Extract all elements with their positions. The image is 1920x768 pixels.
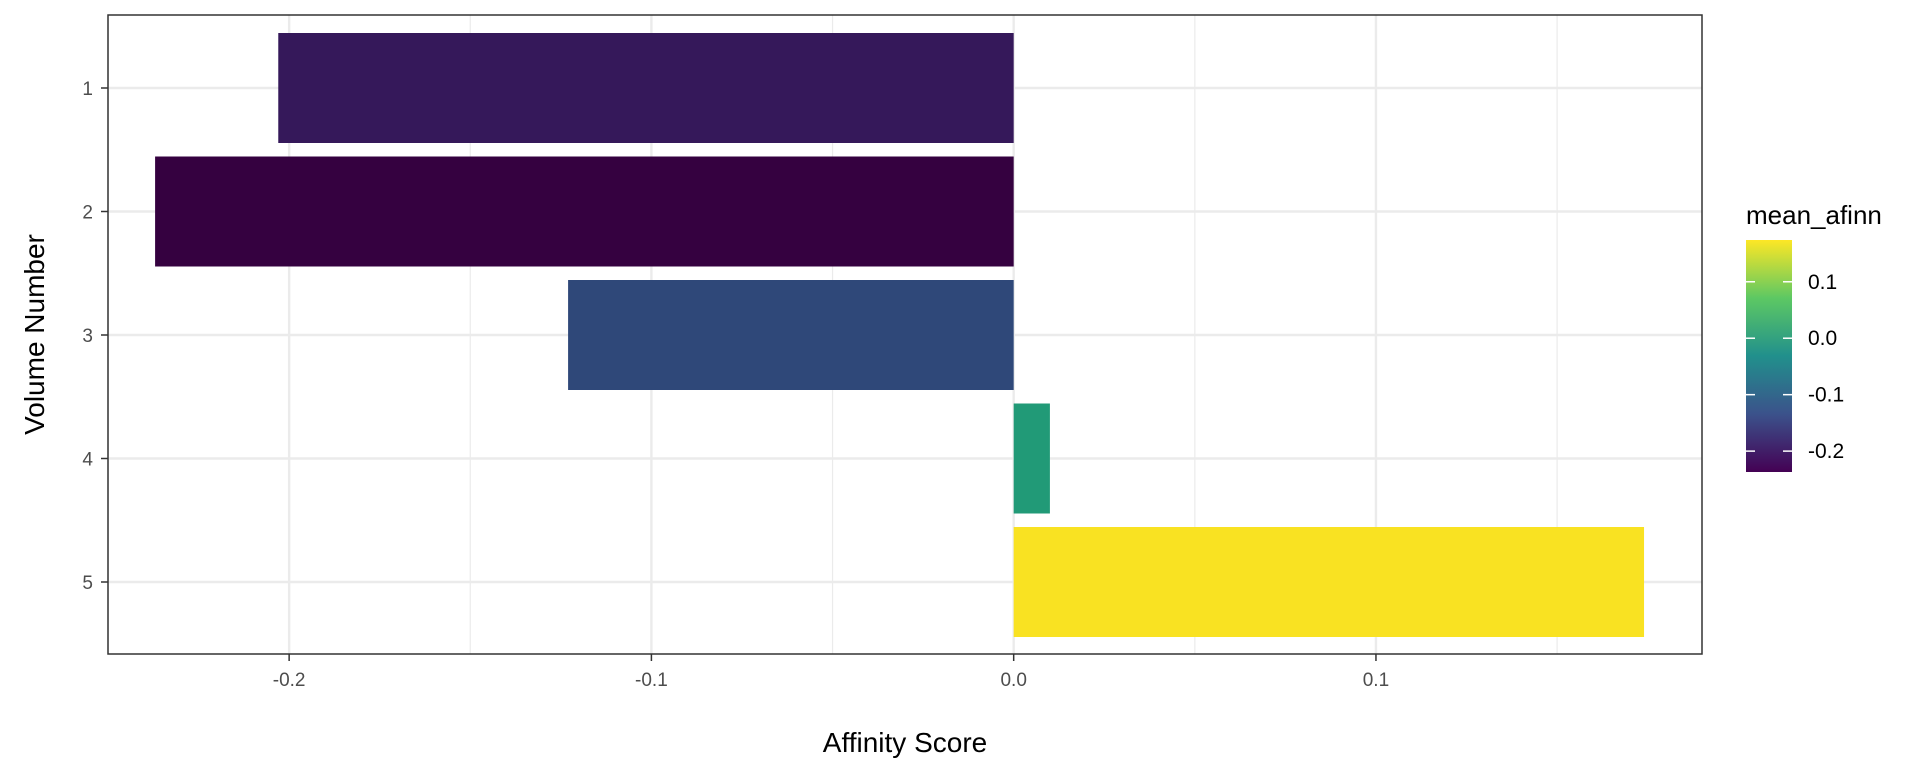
y-tick-label: 2: [82, 203, 93, 224]
legend-tick-label: 0.1: [1808, 271, 1837, 294]
x-tick-label: -0.1: [635, 670, 668, 691]
y-tick-label: 3: [82, 326, 93, 347]
bar-volume-2: [155, 156, 1014, 267]
legend-tick-label: -0.2: [1808, 440, 1844, 463]
x-tick-label: 0.1: [1363, 670, 1389, 691]
legend-tick-label: -0.1: [1808, 384, 1844, 407]
y-tick-label: 1: [82, 79, 93, 100]
bars: [155, 33, 1645, 637]
y-tick-label: 5: [82, 573, 93, 594]
legend-tick-label: 0.0: [1808, 327, 1837, 350]
x-axis-title: Affinity Score: [823, 727, 987, 758]
y-axis-title: Volume Number: [19, 234, 50, 435]
legend-title: mean_afinn: [1746, 200, 1882, 230]
legend-colorbar: [1746, 240, 1792, 472]
bar-volume-1: [278, 33, 1014, 143]
x-tick-label: 0.0: [1000, 670, 1026, 691]
bar-volume-5: [1013, 527, 1645, 637]
color-legend: mean_afinn 0.1 0.0 -0.1 -0.2: [1746, 200, 1882, 472]
legend-ticks: 0.1 0.0 -0.1 -0.2: [1746, 271, 1844, 463]
bar-volume-3: [568, 280, 1014, 390]
y-tick-label: 4: [82, 450, 93, 471]
bar-volume-4: [1013, 403, 1050, 514]
axes: -0.2 -0.1 0.0 0.1 1 2 3 4 5: [82, 79, 1389, 691]
x-tick-label: -0.2: [273, 670, 306, 691]
